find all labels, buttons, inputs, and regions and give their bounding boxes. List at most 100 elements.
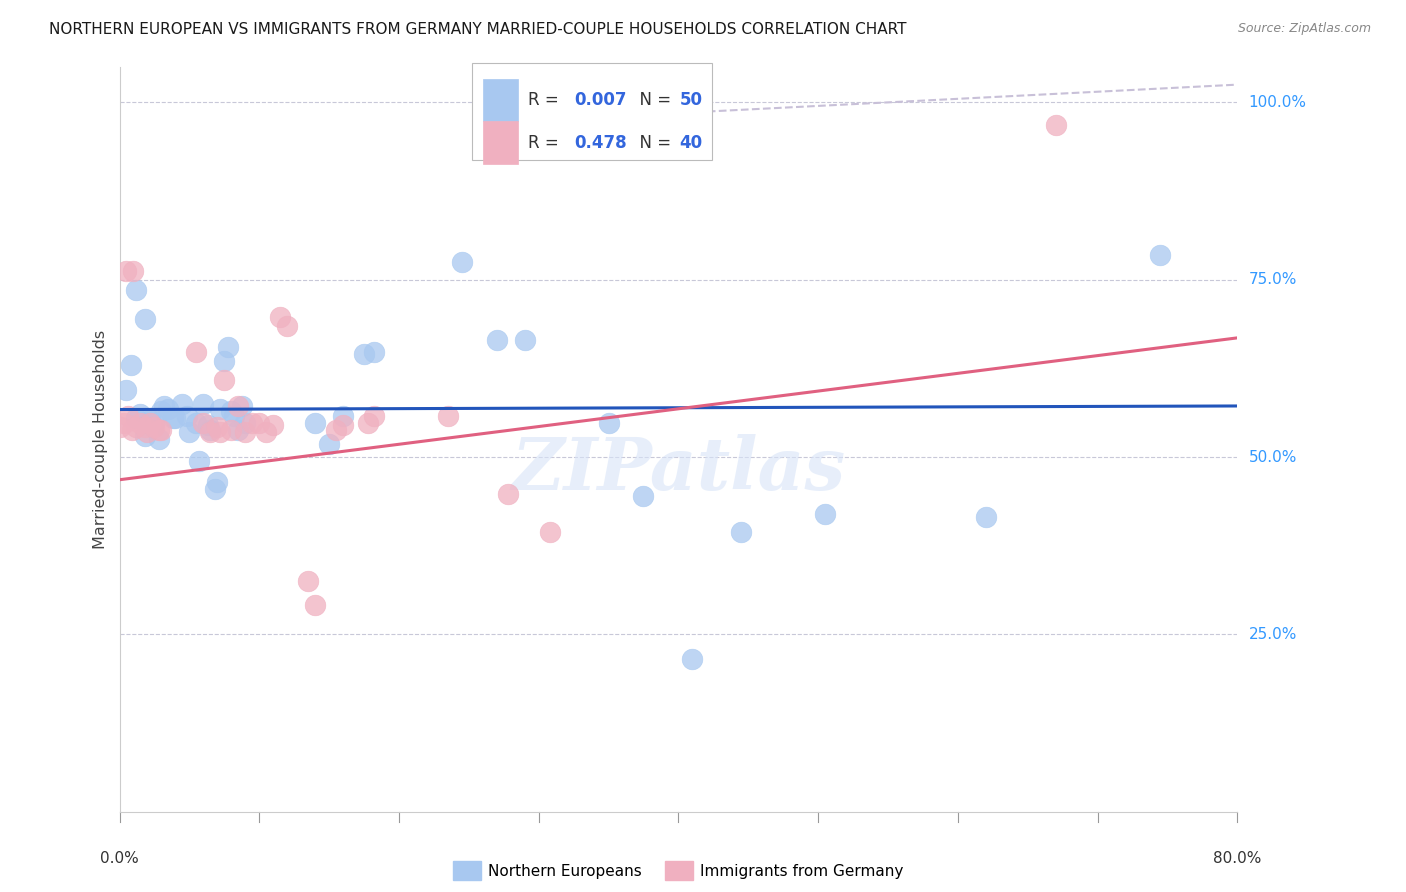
Point	[139, 416, 162, 430]
Point	[598, 416, 620, 430]
Point	[262, 418, 284, 433]
Text: ZIPatlas: ZIPatlas	[512, 434, 845, 505]
Point	[136, 425, 159, 440]
Point	[117, 409, 139, 423]
Point	[363, 409, 385, 423]
Legend: Northern Europeans, Immigrants from Germany: Northern Europeans, Immigrants from Germ…	[447, 855, 910, 886]
Point	[150, 423, 173, 437]
Point	[197, 418, 219, 433]
Text: 40: 40	[679, 134, 703, 152]
Point	[332, 409, 354, 423]
FancyBboxPatch shape	[471, 63, 711, 160]
Point	[226, 399, 249, 413]
Point	[209, 401, 232, 416]
Point	[325, 423, 347, 437]
Point	[1045, 118, 1067, 132]
Point	[1149, 248, 1171, 262]
Point	[134, 420, 156, 434]
Point	[125, 411, 148, 425]
Point	[193, 416, 215, 430]
Point	[121, 423, 143, 437]
Point	[221, 404, 243, 418]
Point	[162, 411, 184, 425]
Text: 100.0%: 100.0%	[1249, 95, 1306, 110]
Point	[218, 340, 240, 354]
Point	[276, 318, 298, 333]
Point	[496, 487, 519, 501]
Point	[125, 284, 148, 298]
Text: Source: ZipAtlas.com: Source: ZipAtlas.com	[1237, 22, 1371, 36]
Point	[538, 524, 561, 539]
Point	[974, 510, 997, 524]
Text: R =: R =	[527, 91, 564, 109]
Y-axis label: Married-couple Households: Married-couple Households	[93, 330, 108, 549]
Point	[353, 347, 375, 361]
Point	[115, 383, 138, 397]
Text: N =: N =	[628, 91, 676, 109]
Point	[240, 416, 263, 430]
Point	[209, 425, 232, 440]
Point	[129, 408, 152, 422]
Text: R =: R =	[527, 134, 564, 152]
Point	[115, 264, 138, 278]
Text: 50.0%: 50.0%	[1249, 450, 1296, 465]
Point	[207, 420, 229, 434]
Point	[304, 598, 326, 612]
Point	[633, 489, 655, 503]
Text: 50: 50	[679, 91, 703, 109]
Text: 25.0%: 25.0%	[1249, 627, 1296, 642]
Point	[143, 420, 166, 434]
FancyBboxPatch shape	[482, 78, 517, 121]
Point	[207, 475, 229, 489]
Point	[254, 425, 277, 440]
Point	[186, 416, 208, 430]
Point	[437, 409, 460, 423]
Point	[297, 574, 319, 589]
Point	[450, 255, 472, 269]
Point	[108, 420, 131, 434]
Point	[363, 345, 385, 359]
Point	[357, 416, 380, 430]
FancyBboxPatch shape	[482, 121, 517, 164]
Point	[814, 507, 837, 521]
Point	[139, 413, 162, 427]
Point	[231, 399, 253, 413]
Point	[193, 397, 215, 411]
Point	[179, 425, 201, 440]
Point	[214, 354, 236, 368]
Point	[148, 423, 170, 437]
Point	[233, 416, 256, 430]
Point	[247, 416, 270, 430]
Text: 0.007: 0.007	[574, 91, 627, 109]
Point	[233, 425, 256, 440]
Point	[485, 333, 508, 347]
Point	[513, 333, 536, 347]
Point	[157, 401, 180, 416]
Point	[222, 409, 245, 423]
Point	[112, 416, 135, 430]
Point	[122, 264, 145, 278]
Point	[730, 524, 752, 539]
Point	[150, 404, 173, 418]
Point	[226, 423, 249, 437]
Point	[681, 652, 703, 666]
Text: 80.0%: 80.0%	[1213, 851, 1261, 866]
Point	[120, 358, 142, 372]
Point	[125, 420, 148, 434]
Text: 0.478: 0.478	[574, 134, 627, 152]
Point	[134, 429, 156, 443]
Point	[214, 373, 236, 387]
Text: N =: N =	[628, 134, 676, 152]
Point	[332, 418, 354, 433]
Point	[204, 482, 226, 496]
Text: 0.0%: 0.0%	[100, 851, 139, 866]
Point	[304, 416, 326, 430]
Point	[221, 423, 243, 437]
Text: 75.0%: 75.0%	[1249, 272, 1296, 287]
Point	[153, 399, 176, 413]
Point	[318, 437, 340, 451]
Point	[176, 409, 198, 423]
Point	[129, 416, 152, 430]
Point	[200, 425, 222, 440]
Point	[165, 411, 187, 425]
